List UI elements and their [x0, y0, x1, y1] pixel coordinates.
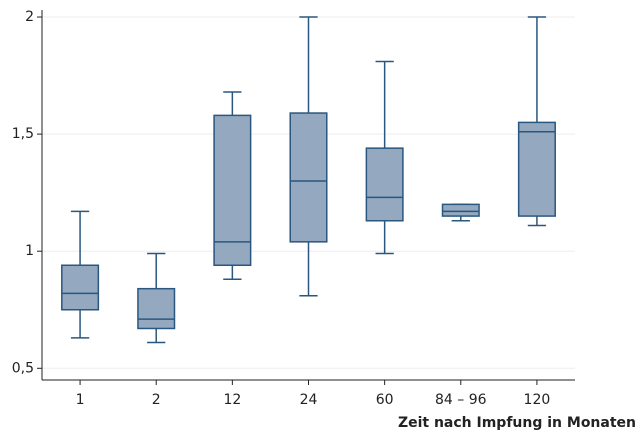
x-tick-label: 84 – 96 [435, 392, 487, 408]
y-tick-label: 2 [25, 9, 34, 25]
box [441, 203, 480, 217]
box [289, 112, 328, 243]
box [61, 264, 100, 311]
x-tick-label: 12 [223, 392, 241, 408]
x-axis-label: Zeit nach Impfung in Monaten [398, 415, 636, 431]
box [213, 114, 252, 267]
x-tick-label: 120 [524, 392, 551, 408]
x-tick-label: 1 [76, 392, 85, 408]
y-tick-label: 0,5 [12, 360, 34, 376]
y-tick-label: 1 [25, 243, 34, 259]
box [137, 287, 176, 330]
x-tick-label: 24 [300, 392, 318, 408]
y-tick-label: 1,5 [12, 126, 34, 142]
box [365, 147, 404, 222]
box [517, 121, 556, 217]
x-tick-label: 60 [376, 392, 394, 408]
x-tick-label: 2 [152, 392, 161, 408]
